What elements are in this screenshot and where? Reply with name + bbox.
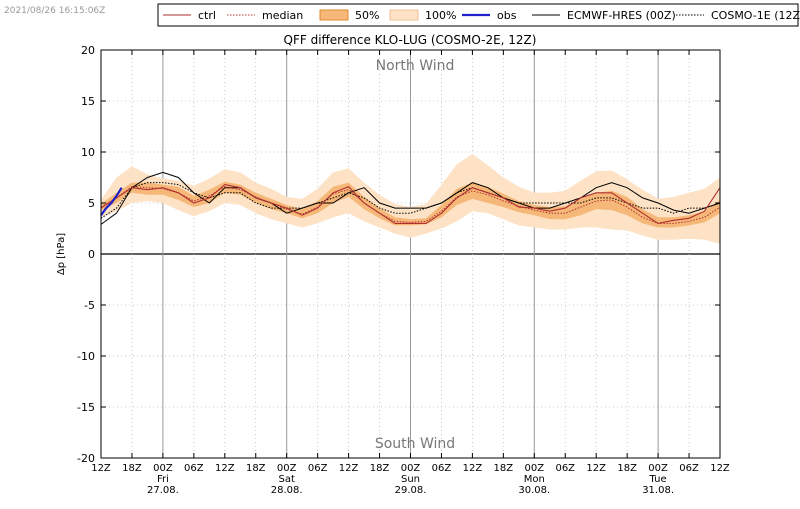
legend-entry-ctrl: ctrl [163,9,216,22]
x-day-label: Fri [157,474,169,485]
x-date-label: 29.08. [395,485,427,496]
legend-entry-p100: 100% [389,9,456,22]
y-axis-label: Δp [hPa] [56,233,67,275]
band-50 [101,181,720,228]
x-tick-label: 00Z [401,463,421,474]
legend-entry-median: median [227,9,303,22]
legend-swatch [319,9,349,21]
series-median [100,186,721,224]
annotation-south-wind: South Wind [375,436,455,452]
x-tick-label: 12Z [463,463,483,474]
y-tick-label: 5 [88,197,95,210]
legend-entry-obs: obs [462,9,517,22]
y-tick-label: 15 [81,95,95,108]
x-date-label: 31.08. [642,485,674,496]
annotation-north-wind: North Wind [376,58,455,74]
x-tick-label: 12Z [215,463,235,474]
x-tick-label: 06Z [679,463,699,474]
legend-label: COSMO-1E (12Z) [711,9,800,22]
x-day-label: Mon [524,474,545,485]
band-100 [101,154,720,244]
x-tick-label: 00Z [648,463,668,474]
x-tick-label: 06Z [555,463,575,474]
x-day-label: Tue [649,474,667,485]
x-tick-label: 12Z [586,463,606,474]
legend-label: 100% [425,9,456,22]
x-tick-label: 00Z [277,463,297,474]
legend-swatch [389,9,419,21]
legend-label: median [262,9,303,22]
legend-entry-ecmwf: ECMWF-HRES (00Z) [532,9,676,22]
series-ctrl [100,184,721,224]
legend-label: ECMWF-HRES (00Z) [567,9,676,22]
band-layer [101,154,720,244]
x-tick-label: 12Z [710,463,730,474]
x-tick-label: 18Z [370,463,390,474]
x-tick-label: 00Z [525,463,545,474]
y-tick-label: 0 [88,248,95,261]
x-tick-label: 18Z [617,463,637,474]
legend-entry-p50: 50% [319,9,379,22]
legend-label: ctrl [198,9,216,22]
y-tick-label: 10 [81,146,95,159]
y-tick-label: 20 [81,44,95,57]
line-layer [100,171,721,225]
x-tick-label: 18Z [122,463,142,474]
x-date-label: 28.08. [271,485,303,496]
series-obs [100,187,123,216]
legend-label: 50% [355,9,379,22]
x-tick-label: 18Z [494,463,514,474]
y-tick-label: -15 [77,401,95,414]
x-date-label: 27.08. [147,485,179,496]
x-tick-label: 12Z [339,463,359,474]
x-tick-label: 12Z [91,463,111,474]
y-tick-label: -20 [77,452,95,465]
x-tick-label: 06Z [432,463,452,474]
chart-title: QFF difference KLO-LUG (COSMO-2E, 12Z) [284,33,537,47]
x-day-label: Sat [278,474,294,485]
grid [101,50,720,458]
y-tick-label: -5 [84,299,95,312]
legend-entry-cosmo1e: COSMO-1E (12Z) [676,9,800,22]
y-tick-label: -10 [77,350,95,363]
x-date-label: 30.08. [518,485,550,496]
annotation-layer: North Wind South Wind [375,58,455,452]
legend: ctrl median 50% 100% obs ECMWF-HRES (00Z) COSM… [157,3,800,27]
x-tick-label: 06Z [184,463,204,474]
x-tick-label: 18Z [246,463,266,474]
x-tick-label: 06Z [308,463,328,474]
timestamp: 2021/08/26 16:15:06Z [4,6,106,16]
x-day-label: Sun [401,474,420,485]
legend-label: obs [497,9,517,22]
x-tick-label: 00Z [153,463,173,474]
